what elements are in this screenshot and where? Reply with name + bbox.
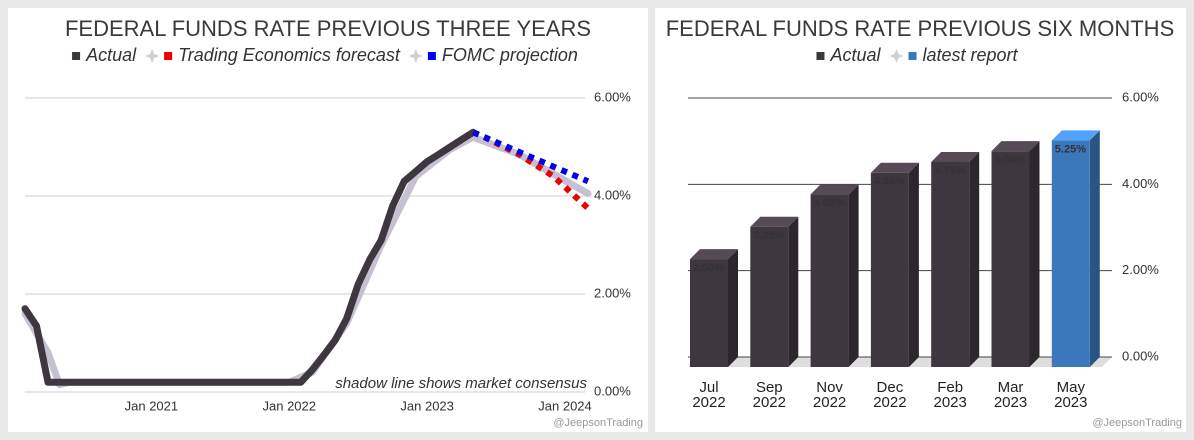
bar-top bbox=[931, 151, 980, 162]
y-tick-label: 4.00% bbox=[1122, 176, 1159, 191]
x-tick-label: Mar 2023 bbox=[993, 380, 1028, 411]
legend-separator bbox=[889, 49, 904, 63]
bar bbox=[750, 226, 789, 367]
bar-top bbox=[810, 184, 859, 195]
series-line bbox=[471, 129, 590, 185]
bar-side bbox=[848, 184, 859, 367]
bar bbox=[1051, 140, 1090, 367]
x-tick-label: Jan 2022 bbox=[263, 398, 317, 413]
bar-side bbox=[908, 162, 919, 367]
x-tick-label-box: Jul 2022 bbox=[692, 380, 726, 411]
y-tick-label: 4.00% bbox=[594, 187, 631, 202]
value-label: 5.00% bbox=[995, 154, 1026, 166]
bar-top bbox=[1051, 130, 1100, 141]
value-label: 4.75% bbox=[934, 165, 965, 177]
chart-title: FEDERAL FUNDS RATE PREVIOUS SIX MONTHS bbox=[666, 16, 1175, 41]
y-tick-label: 6.00% bbox=[594, 89, 631, 104]
legend-marker bbox=[427, 52, 436, 60]
x-tick-label: Dec 2022 bbox=[873, 380, 907, 411]
y-tick-label: 6.00% bbox=[1122, 89, 1159, 104]
legend-separator bbox=[145, 49, 160, 63]
legend: Actual latest report bbox=[816, 45, 1019, 65]
y-tick-label: 2.00% bbox=[594, 285, 631, 300]
x-tick-label: May 2023 bbox=[1054, 380, 1088, 411]
value-label: 5.25% bbox=[1055, 143, 1086, 155]
right-panel bbox=[655, 8, 1186, 432]
bar-side bbox=[788, 216, 799, 367]
bar bbox=[991, 151, 1030, 367]
bar bbox=[870, 172, 909, 367]
left-panel bbox=[8, 8, 648, 432]
x-tick-label-box: Sep 2022 bbox=[752, 380, 786, 411]
value-label: 3.25% bbox=[753, 230, 784, 242]
legend-label: Trading Economics forecast bbox=[178, 45, 401, 65]
legend-label: FOMC projection bbox=[442, 45, 578, 65]
legend-marker bbox=[816, 52, 825, 60]
bar-top bbox=[750, 216, 799, 227]
x-tick-label: Feb 2023 bbox=[933, 380, 967, 411]
bar-side bbox=[1029, 141, 1040, 367]
x-tick-label: Jan 2023 bbox=[400, 398, 454, 413]
bar-side bbox=[969, 151, 980, 367]
bar-top bbox=[870, 162, 919, 173]
legend-separator bbox=[408, 49, 423, 63]
legend-label: Actual bbox=[829, 45, 881, 65]
x-tick-label-box: Dec 2022 bbox=[873, 380, 907, 411]
legend-marker bbox=[908, 52, 917, 60]
bar-top bbox=[991, 141, 1040, 152]
legend-marker bbox=[164, 52, 173, 60]
legend-label: latest report bbox=[922, 45, 1018, 65]
bar-top bbox=[690, 249, 738, 260]
value-label: 4.50% bbox=[874, 176, 905, 188]
x-tick-label: Jan 2024 bbox=[538, 398, 592, 413]
value-label: 4.00% bbox=[814, 197, 845, 209]
bar-side bbox=[728, 249, 738, 367]
x-tick-label: Jul 2022 bbox=[692, 380, 726, 411]
bar bbox=[931, 161, 970, 367]
annotation: shadow line shows market consensus bbox=[335, 375, 587, 392]
x-tick-label-box: Feb 2023 bbox=[933, 380, 967, 411]
x-tick-label: Jan 2021 bbox=[125, 398, 179, 413]
y-tick-label: 2.00% bbox=[1122, 262, 1159, 277]
x-tick-label-box: Mar 2023 bbox=[993, 380, 1028, 411]
chart-title: FEDERAL FUNDS RATE PREVIOUS THREE YEARS bbox=[65, 16, 591, 41]
credit: @JeepsonTrading bbox=[1092, 417, 1182, 429]
value-label: 2.50% bbox=[693, 262, 724, 274]
y-tick-label: 0.00% bbox=[594, 383, 631, 398]
legend-marker bbox=[72, 52, 81, 60]
legend-label: Actual bbox=[85, 45, 137, 65]
bar bbox=[690, 259, 728, 367]
legend: Actual Trading Economics forecast FOMC pro… bbox=[72, 45, 578, 65]
bar-side bbox=[1089, 130, 1100, 367]
x-tick-label: Sep 2022 bbox=[752, 380, 786, 411]
bar bbox=[810, 194, 849, 367]
y-tick-label: 0.00% bbox=[1122, 348, 1159, 363]
credit: @JeepsonTrading bbox=[553, 417, 643, 429]
x-tick-label: Nov 2022 bbox=[812, 380, 847, 411]
x-tick-label-box: Nov 2022 bbox=[812, 380, 847, 411]
series-line bbox=[21, 128, 477, 386]
x-tick-label-box: May 2023 bbox=[1054, 380, 1088, 411]
